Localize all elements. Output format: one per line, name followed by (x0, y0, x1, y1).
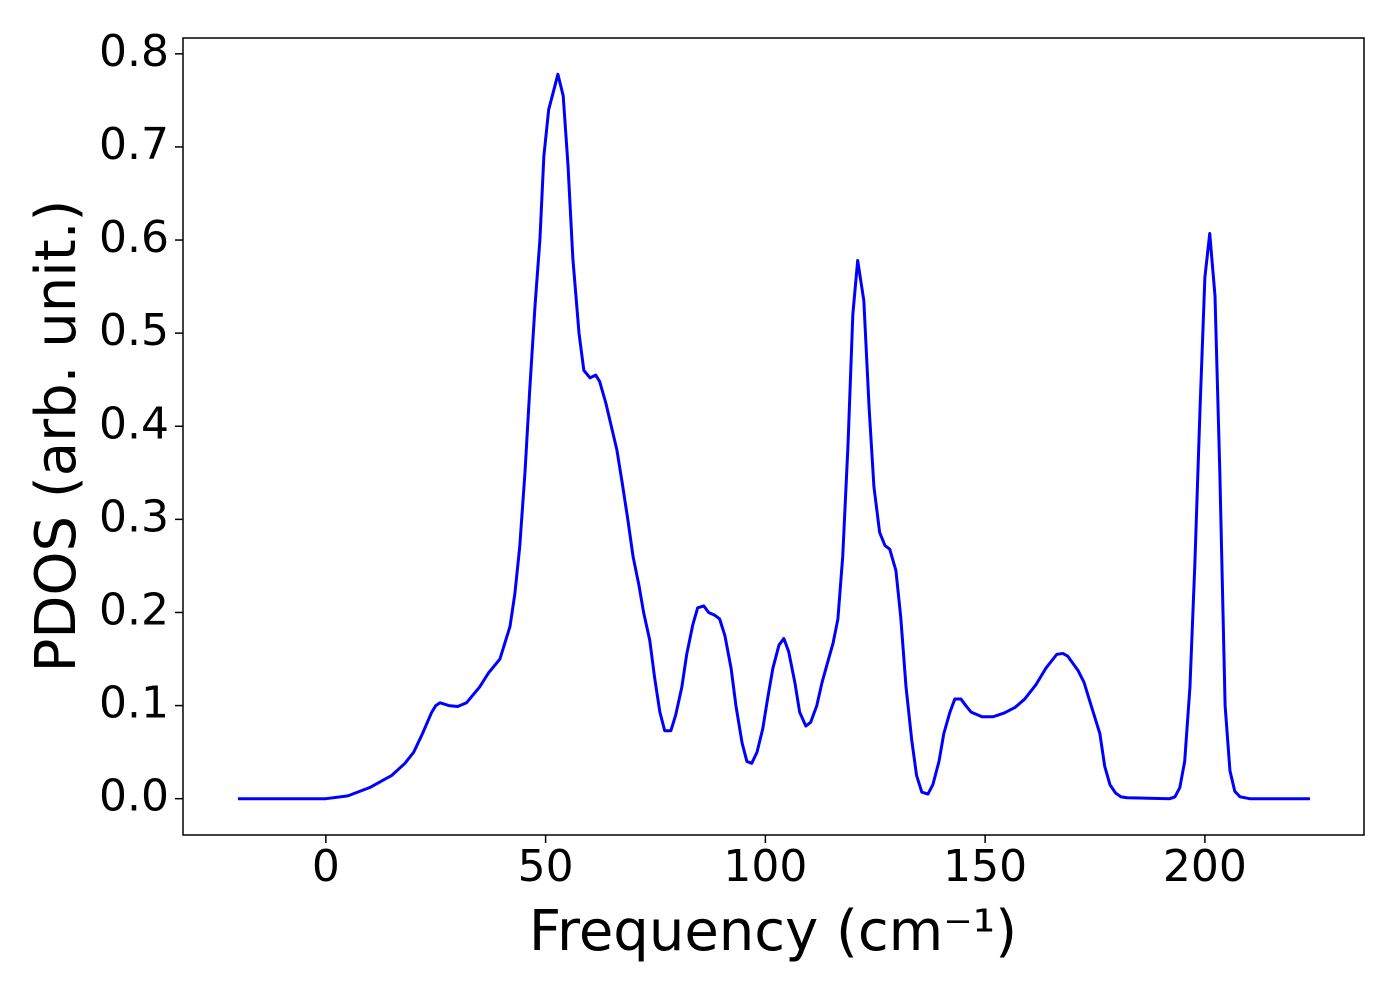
y-axis-label: PDOS (arb. unit.) (24, 200, 89, 673)
plot-frame (182, 37, 1365, 836)
y-tick-label: 0.6 (99, 212, 169, 263)
y-tick-label: 0.0 (99, 771, 169, 822)
y-tick-label: 0.8 (99, 26, 169, 77)
x-tick-label: 50 (518, 841, 574, 892)
y-tick-label: 0.2 (99, 584, 169, 635)
y-tick-label: 0.1 (99, 678, 169, 729)
x-tick-label: 200 (1163, 841, 1247, 892)
y-tick-label: 0.3 (99, 491, 169, 542)
x-tick-label: 150 (943, 841, 1027, 892)
y-tick-label: 0.5 (99, 305, 169, 356)
x-tick-label: 0 (312, 841, 340, 892)
x-tick-label: 100 (723, 841, 807, 892)
y-tick-label: 0.4 (99, 398, 169, 449)
y-tick-label: 0.7 (99, 119, 169, 170)
x-axis-label: Frequency (cm⁻¹) (529, 899, 1017, 964)
data-line (237, 72, 1310, 801)
